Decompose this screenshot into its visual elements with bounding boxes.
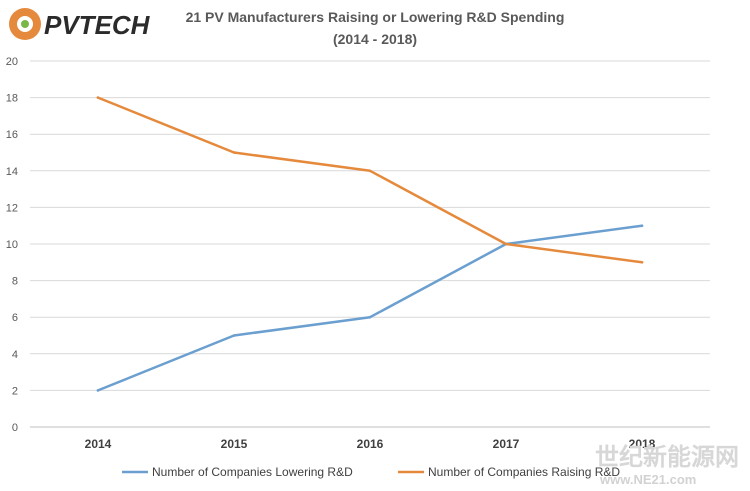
- data-point: [368, 315, 372, 319]
- y-tick-label: 18: [6, 93, 18, 105]
- y-tick-label: 10: [6, 239, 18, 251]
- data-point: [368, 169, 372, 173]
- legend-label: Number of Companies Raising R&D: [428, 465, 620, 479]
- y-tick-label: 20: [6, 56, 18, 68]
- data-point: [232, 151, 236, 154]
- legend-item-0: Number of Companies Lowering R&D: [122, 465, 353, 479]
- chart-subtitle: (2014 - 2018): [333, 31, 417, 47]
- legend-label: Number of Companies Lowering R&D: [152, 465, 353, 479]
- y-tick-label: 4: [12, 349, 18, 361]
- y-tick-label: 6: [12, 312, 18, 324]
- series-lines: [96, 96, 644, 392]
- x-tick-label: 2018: [629, 437, 656, 451]
- data-point: [232, 334, 236, 337]
- legend: Number of Companies Lowering R&D Number o…: [122, 465, 620, 479]
- data-point: [640, 224, 644, 227]
- logo-text: PVTECH: [44, 10, 151, 40]
- y-tick-label: 16: [6, 129, 18, 141]
- y-tick-label: 2: [12, 385, 18, 397]
- x-tick-label: 2016: [357, 437, 384, 451]
- y-axis-ticks: 0 2 4 6 8 10 12 14 16 18 20: [6, 56, 18, 434]
- x-axis-ticks: 2014 2015 2016 2017 2018: [85, 437, 656, 451]
- data-point: [640, 261, 644, 264]
- watermark-url: www.NE21.com: [599, 472, 696, 487]
- y-tick-label: 0: [12, 422, 18, 434]
- data-point: [96, 96, 100, 99]
- x-tick-label: 2017: [493, 437, 520, 451]
- watermark: 世纪新能源网 www.NE21.com: [595, 443, 739, 487]
- x-tick-label: 2014: [85, 437, 112, 451]
- gridlines: [30, 60, 710, 428]
- legend-item-1: Number of Companies Raising R&D: [398, 465, 620, 479]
- data-point: [96, 389, 100, 392]
- x-tick-label: 2015: [221, 437, 248, 451]
- pvtech-logo: PVTECH: [9, 8, 151, 40]
- y-tick-label: 12: [6, 202, 18, 214]
- chart-title: 21 PV Manufacturers Raising or Lowering …: [186, 9, 565, 25]
- data-point: [504, 242, 508, 246]
- watermark-cn: 世纪新能源网: [595, 443, 739, 471]
- logo-dot-icon: [21, 20, 29, 28]
- y-tick-label: 14: [6, 166, 18, 178]
- y-tick-label: 8: [12, 276, 18, 288]
